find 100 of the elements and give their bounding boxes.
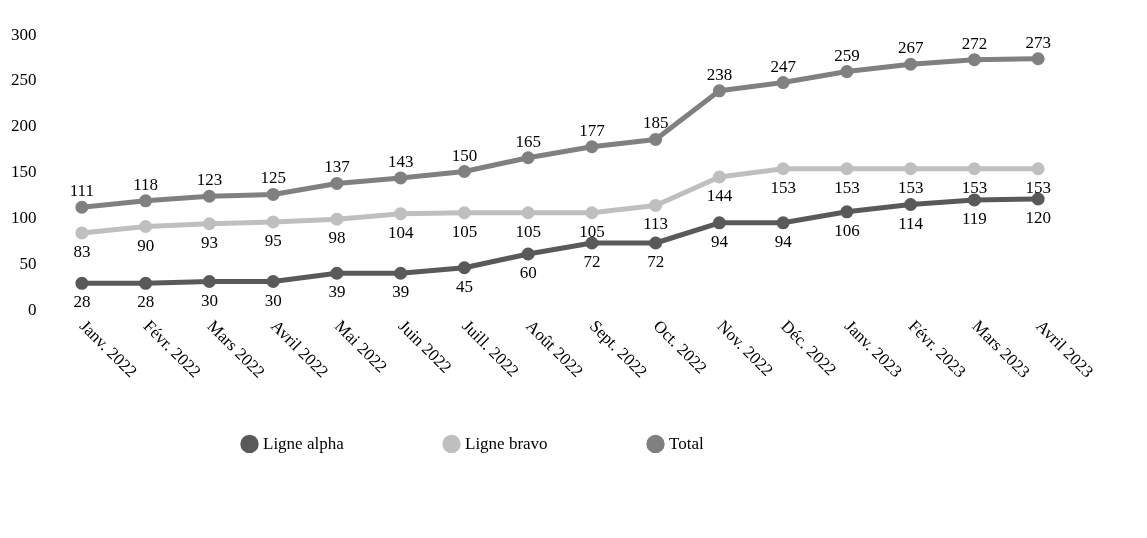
y-tick-label: 200 — [11, 116, 37, 136]
legend-label: Ligne alpha — [263, 433, 345, 453]
point — [712, 216, 726, 230]
point — [457, 261, 471, 275]
y-tick-label: 0 — [28, 299, 37, 319]
data-label: 120 — [1025, 208, 1051, 227]
point — [840, 162, 854, 176]
data-label: 267 — [897, 38, 924, 58]
point — [394, 266, 408, 280]
point — [521, 247, 535, 261]
data-label: 105 — [451, 221, 478, 241]
point — [585, 236, 599, 250]
point — [457, 206, 471, 220]
data-label: 28 — [73, 292, 91, 312]
legend-label: Ligne bravo — [465, 433, 548, 453]
point — [521, 206, 535, 220]
point — [904, 197, 918, 212]
data-label: 273 — [1025, 32, 1051, 52]
data-label: 153 — [961, 177, 988, 197]
point — [330, 176, 344, 190]
point — [904, 162, 918, 176]
data-label: 153 — [770, 177, 796, 197]
data-label: 72 — [647, 252, 665, 271]
y-tick-label: 100 — [11, 207, 37, 227]
data-label: 95 — [264, 230, 282, 250]
point — [139, 276, 153, 290]
data-label: 105 — [579, 221, 605, 241]
data-label: 94 — [774, 231, 793, 251]
data-label: 137 — [324, 157, 351, 177]
point — [712, 170, 726, 184]
data-label: 143 — [387, 151, 414, 171]
point — [776, 162, 790, 176]
data-label: 39 — [328, 282, 346, 302]
data-label: 90 — [137, 235, 155, 255]
y-tick-label: 300 — [11, 24, 37, 44]
y-tick-label: 250 — [11, 70, 37, 90]
data-label: 104 — [387, 222, 414, 242]
point — [967, 193, 981, 207]
point — [521, 151, 535, 165]
data-label: 185 — [642, 113, 669, 133]
y-tick-label: 150 — [11, 162, 37, 181]
point — [394, 171, 408, 185]
y-tick-label: 50 — [19, 253, 37, 273]
point — [75, 200, 89, 214]
point — [202, 189, 216, 203]
data-label: 153 — [834, 177, 860, 197]
point — [330, 212, 344, 226]
point — [649, 236, 663, 250]
point — [776, 76, 790, 90]
data-label: 111 — [69, 181, 94, 201]
data-label: 39 — [392, 282, 410, 302]
data-label: 98 — [328, 228, 346, 248]
point — [75, 276, 89, 290]
point — [649, 132, 663, 146]
legend-label: Total — [669, 433, 704, 453]
point — [394, 207, 408, 221]
point — [75, 226, 89, 240]
point — [904, 57, 918, 71]
data-label: 247 — [770, 56, 797, 76]
data-label: 106 — [834, 220, 860, 240]
data-label: 153 — [897, 177, 924, 197]
data-label: 238 — [706, 64, 733, 84]
point — [330, 266, 344, 280]
point — [202, 217, 216, 231]
data-label: 60 — [519, 263, 537, 282]
point — [266, 215, 280, 229]
data-label: 165 — [515, 131, 541, 151]
point — [139, 194, 153, 208]
point — [266, 187, 280, 201]
point — [139, 219, 153, 234]
data-label: 105 — [515, 221, 541, 241]
point — [840, 205, 854, 219]
data-label: 30 — [264, 290, 282, 310]
data-label: 150 — [451, 145, 478, 165]
point — [776, 216, 790, 230]
data-label: 30 — [200, 290, 218, 310]
data-label: 177 — [579, 120, 606, 140]
data-label: 123 — [196, 170, 223, 190]
data-label: 114 — [898, 213, 924, 233]
point — [266, 274, 280, 289]
data-label: 125 — [260, 168, 286, 188]
data-label: 45 — [455, 276, 473, 296]
point — [840, 65, 854, 79]
point — [457, 164, 471, 179]
point — [1031, 52, 1045, 66]
data-label: 144 — [706, 186, 733, 205]
data-label: 28 — [137, 292, 155, 312]
data-label: 119 — [961, 208, 987, 228]
point — [585, 140, 599, 154]
point — [1031, 162, 1045, 176]
point — [967, 53, 981, 67]
data-label: 93 — [200, 232, 218, 252]
data-label: 153 — [1025, 177, 1051, 197]
data-label: 94 — [710, 231, 729, 251]
data-label: 83 — [73, 241, 91, 261]
point — [202, 274, 216, 289]
data-label: 113 — [643, 214, 669, 234]
point — [585, 206, 599, 220]
data-label: 118 — [133, 174, 159, 194]
point — [967, 162, 981, 176]
